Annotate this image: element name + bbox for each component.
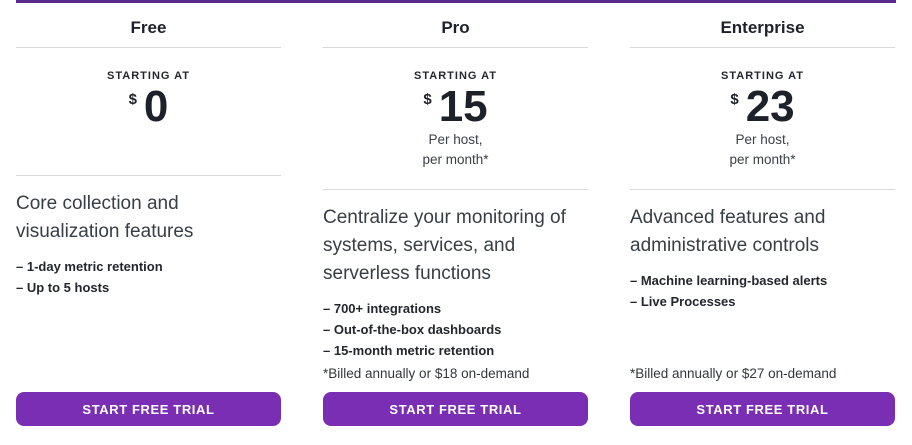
feature-item: – 1-day metric retention [16,259,163,274]
billing-footnote: *Billed annually or $18 on-demand [323,366,530,381]
feature-item: – Machine learning-based alerts [630,273,828,288]
price-amount: 0 [143,82,169,131]
price-period-line1: Per host, [428,132,483,147]
feature-item: – Out-of-the-box dashboards [323,322,502,337]
section-divider [630,189,895,190]
price-period: Per host, per month* [323,130,588,170]
feature-item: – 15-month metric retention [323,343,495,358]
feature-item: – Live Processes [630,294,736,309]
plan-title: Pro [441,18,470,37]
start-free-trial-button[interactable]: START FREE TRIAL [630,392,895,426]
feature-item: – Up to 5 hosts [16,280,110,295]
price-period-line1: Per host, [735,132,790,147]
card-footer: *Billed annually or $27 on-demand START … [630,365,895,426]
feature-item: – 700+ integrations [323,301,442,316]
section-divider [16,175,281,176]
currency-symbol: $ [128,91,137,108]
card-footer: *Billed annually or $18 on-demand START … [323,365,588,426]
pricing-card: Enterprise STARTING AT $ 23 Per host, pe… [630,3,895,426]
feature-list: – 700+ integrations – Out-of-the-box dash… [323,298,588,361]
price-period-line2: per month* [422,152,489,167]
currency-symbol: $ [423,91,432,108]
price-period: Per host, per month* [630,130,895,170]
feature-list: – 1-day metric retention – Up to 5 hosts [16,256,281,298]
price-amount: 23 [745,82,795,131]
plan-description: Centralize your monitoring of systems, s… [323,207,566,284]
plan-title: Free [130,18,167,37]
start-free-trial-button[interactable]: START FREE TRIAL [16,392,281,426]
plan-description: Core collection and visualization featur… [16,193,194,242]
card-footer: START FREE TRIAL [16,392,281,426]
price-period [16,130,281,156]
price-period-line2: per month* [729,152,796,167]
title-divider [630,47,895,48]
title-divider [16,47,281,48]
price: $ 15 [323,82,588,131]
plan-title: Enterprise [720,18,805,37]
plan-description: Advanced features and administrative con… [630,207,826,256]
price: $ 0 [16,82,281,131]
price-amount: 15 [438,82,488,131]
start-free-trial-button[interactable]: START FREE TRIAL [323,392,588,426]
title-divider [323,47,588,48]
pricing-table: Free STARTING AT $ 0 Core collection and… [16,0,896,426]
currency-symbol: $ [730,91,739,108]
billing-footnote: *Billed annually or $27 on-demand [630,366,837,381]
starting-at-label: STARTING AT [107,70,190,82]
price: $ 23 [630,82,895,131]
feature-list: – Machine learning-based alerts – Live Pr… [630,270,895,312]
pricing-card: Pro STARTING AT $ 15 Per host, per month… [323,3,588,426]
pricing-card: Free STARTING AT $ 0 Core collection and… [16,3,281,426]
section-divider [323,189,588,190]
starting-at-label: STARTING AT [414,70,497,82]
starting-at-label: STARTING AT [721,70,804,82]
